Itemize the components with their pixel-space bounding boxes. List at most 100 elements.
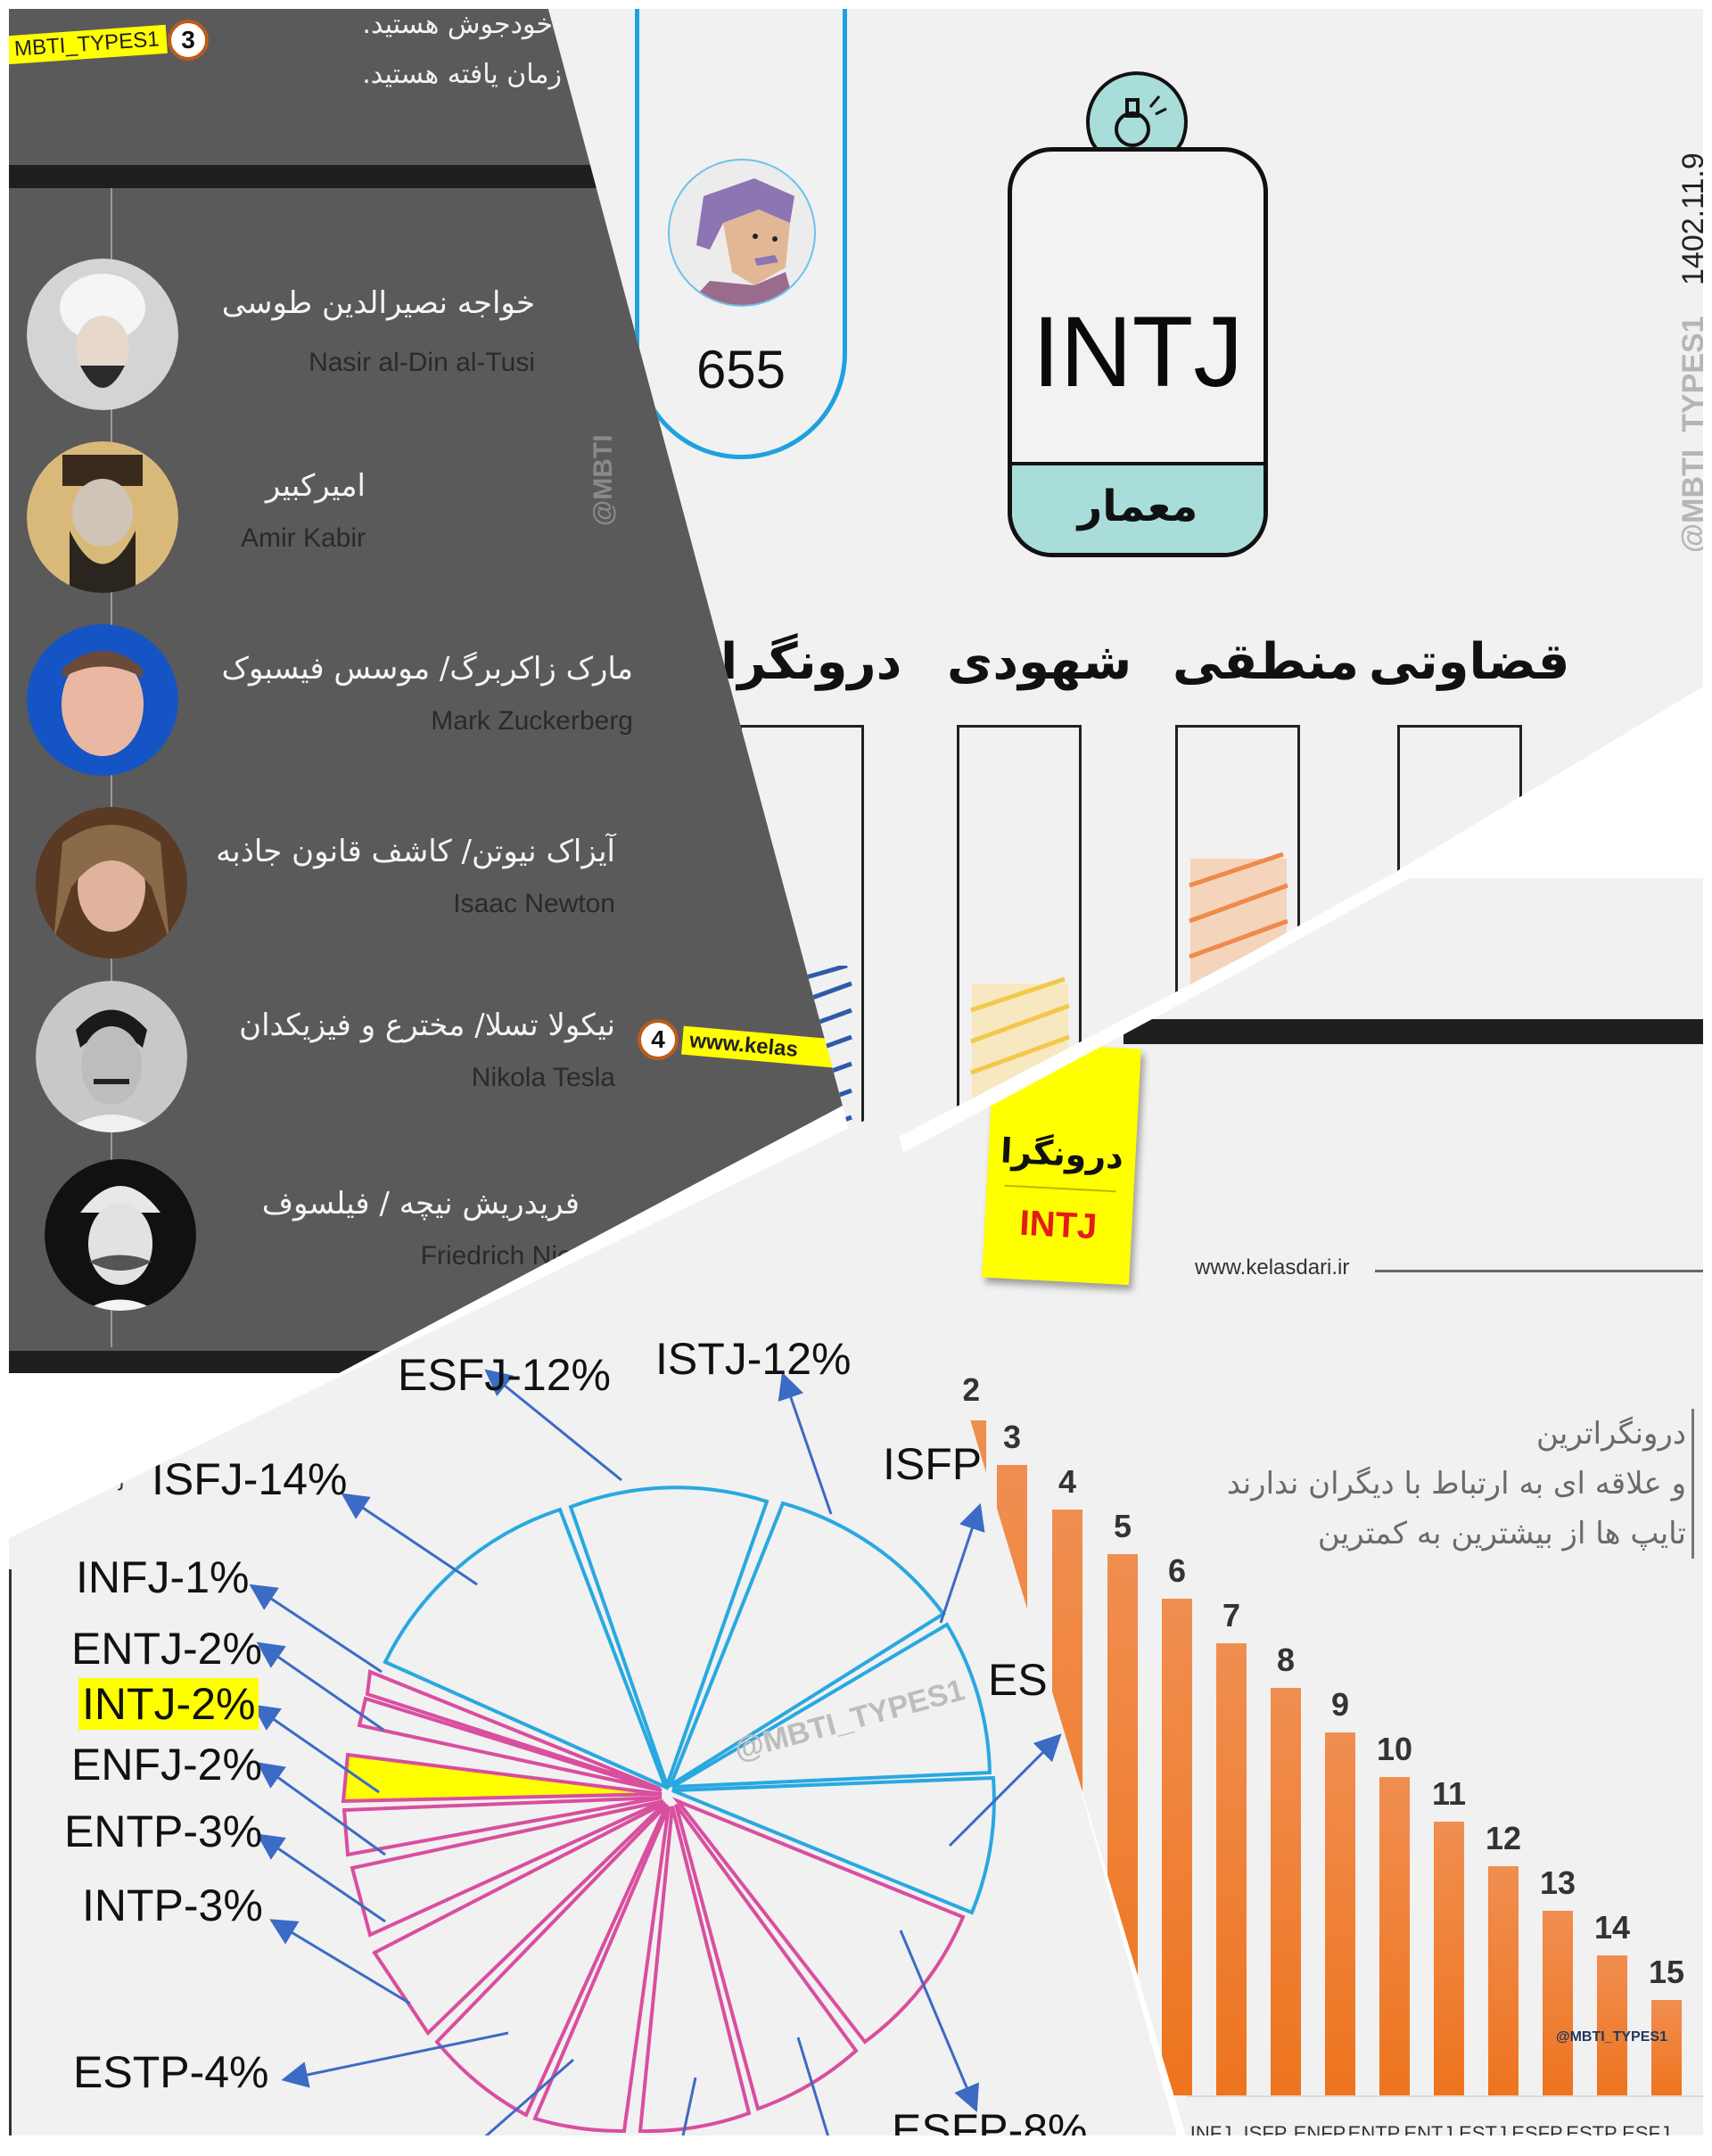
bar-label: 10	[1376, 1731, 1413, 1767]
person-name-en: Amir Kabir	[240, 523, 366, 553]
x-label: ISFP	[1243, 2122, 1288, 2144]
x-label: INFJ	[1189, 2122, 1232, 2144]
dimension-label-introvert: درونگرا	[720, 633, 902, 691]
portrait-tusi	[27, 259, 178, 410]
portrait-zuckerberg	[27, 624, 178, 776]
tag-separator	[1004, 1184, 1116, 1193]
portrait-tesla	[36, 981, 187, 1132]
bar-label: 7	[1222, 1597, 1241, 1633]
type-code: INTJ	[1032, 296, 1244, 407]
bar-label: 4	[1058, 1463, 1077, 1500]
pie-label-isfj: ISFJ-14%	[152, 1454, 348, 1504]
bar-label: 15	[1648, 1954, 1685, 1990]
header-line-2: زمان یافته هستید.	[362, 59, 562, 90]
pie-label-istj: ISTJ-12%	[655, 1334, 852, 1384]
x-label: ESFP	[1511, 2122, 1563, 2144]
watermark: @MBTI	[588, 434, 618, 526]
pie-label-estp: ESTP-4%	[73, 2047, 269, 2097]
pie-label-intp: INTP-3%	[82, 1880, 263, 1930]
person-row: خواجه نصیرالدین طوسی Nasir al-Din al-Tus…	[27, 259, 535, 410]
desc-line: و علاقه ای به ارتباط با دیگران ندارند	[1226, 1466, 1686, 1502]
avatar	[668, 159, 816, 307]
person-name-fa: خواجه نصیرالدین طوسی	[221, 285, 535, 321]
pie-label-infj: INFJ-1%	[76, 1552, 250, 1602]
side-caption: INTJ در جامعه	[7, 1469, 125, 1492]
count-value: 655	[696, 340, 786, 399]
portrait-amir-kabir	[27, 441, 178, 593]
pie-label-enfj: ENFJ-2%	[71, 1740, 262, 1790]
chart-description: درونگراترین و علاقه ای به ارتباط با دیگر…	[1227, 1409, 1694, 1559]
bar-label: 13	[1539, 1864, 1576, 1901]
frame-edge	[9, 1569, 12, 2135]
bar-label: 12	[1485, 1820, 1522, 1856]
bar-rank-13	[1543, 1911, 1573, 2095]
number-badge-3: 3	[168, 20, 209, 61]
date-label: 1402.11.9	[1676, 152, 1710, 285]
dimension-label-judging: قضاوتی	[1369, 633, 1570, 691]
person-name-en: Nikola Tesla	[471, 1063, 615, 1092]
bar-label: 5	[1113, 1508, 1132, 1544]
person-row: نیکولا تسلا/ مخترع و فیزیکدان Nikola Tes…	[27, 981, 615, 1132]
divider-band	[1124, 1019, 1703, 1044]
x-label: ESTJ	[1459, 2122, 1507, 2144]
bar-label: 2	[961, 1371, 981, 1408]
pie-label-intj: INTJ-2%	[78, 1678, 259, 1730]
bar-rank-9	[1325, 1732, 1355, 2095]
x-axis	[1186, 2095, 1703, 2097]
tag-type: INTJ	[1018, 1203, 1099, 1247]
person-row: امیرکبیر Amir Kabir	[27, 441, 366, 593]
dimension-label-intuitive: شهودی	[947, 633, 1132, 691]
x-label: ESTP	[1566, 2122, 1617, 2144]
type-role: معمار	[1012, 462, 1263, 553]
header-line-1: خودجوش هستید.	[362, 9, 553, 40]
type-card: INTJ معمار	[1008, 147, 1268, 557]
site-url: www.kelasdari.ir	[1195, 1255, 1350, 1280]
number-badge-4: 4	[638, 1019, 679, 1060]
person-name-fa: فریدریش نیچه / فیلسوف	[261, 1186, 580, 1222]
pie-label-entp: ENTP-3%	[64, 1806, 263, 1856]
bar-rank-10	[1379, 1777, 1410, 2095]
bar-label: 8	[1276, 1642, 1296, 1678]
pie-label-esfp: ESFP-8%	[892, 2105, 1088, 2155]
person-name-fa: نیکولا تسلا/ مخترع و فیزیکدان	[239, 1008, 615, 1043]
bar-label: 6	[1167, 1552, 1187, 1589]
desc-line: درونگراترین	[1536, 1416, 1686, 1452]
pie-label-isfp: ISFP	[883, 1439, 983, 1489]
person-name-fa: آیزاک نیوتن/ کاشف قانون جاذبه	[216, 834, 615, 869]
person-row: آیزاک نیوتن/ کاشف قانون جاذبه Isaac Newt…	[27, 807, 615, 959]
count-pill: 655	[635, 9, 847, 459]
dimension-label-thinking: منطقی	[1173, 633, 1360, 691]
bar-rank-14	[1597, 1955, 1627, 2095]
portrait-newton	[36, 807, 187, 959]
x-label: ESFJ	[1622, 2122, 1670, 2144]
bar-rank-8	[1271, 1688, 1301, 2095]
person-name-en: Friedrich Niet	[420, 1241, 580, 1271]
rule-line	[1375, 1270, 1703, 1272]
bar-label: 14	[1593, 1909, 1631, 1946]
watermark: @MBTI_TYPES1	[1556, 2029, 1667, 2045]
bar-rank-11	[1434, 1822, 1464, 2095]
bar-rank-7	[1216, 1643, 1247, 2095]
watermark: @MBTI_TYPES1	[1676, 316, 1710, 553]
bar-rank-12	[1488, 1866, 1519, 2095]
bar-label: 9	[1330, 1686, 1350, 1723]
pie-label-es: ES	[988, 1655, 1048, 1705]
x-label: ENFP	[1293, 2122, 1346, 2144]
person-name-fa: مارک زاکربرگ/ موسس فیسبوک	[221, 651, 633, 687]
desc-line: تایپ ها از بیشترین به کمترین	[1317, 1516, 1686, 1551]
person-name-en: Nasir al-Din al-Tusi	[309, 348, 535, 377]
person-row: مارک زاکربرگ/ موسس فیسبوک Mark Zuckerber…	[27, 624, 633, 776]
person-name-en: Isaac Newton	[453, 889, 615, 918]
pie-label-entj: ENTJ-2%	[71, 1624, 262, 1674]
bar-label: 11	[1431, 1775, 1467, 1812]
person-name-en: Mark Zuckerberg	[431, 706, 633, 736]
person-name-fa: امیرکبیر	[265, 468, 366, 504]
bar-rank-6	[1162, 1599, 1192, 2095]
x-label: ENTP	[1347, 2122, 1401, 2144]
x-label: ENTJ	[1403, 2122, 1453, 2144]
bar-label: 3	[1002, 1419, 1022, 1455]
portrait-nietzsche	[45, 1159, 196, 1311]
bar-rank-15	[1651, 2000, 1682, 2095]
person-row: فریدریش نیچه / فیلسوف Friedrich Niet	[27, 1159, 580, 1311]
